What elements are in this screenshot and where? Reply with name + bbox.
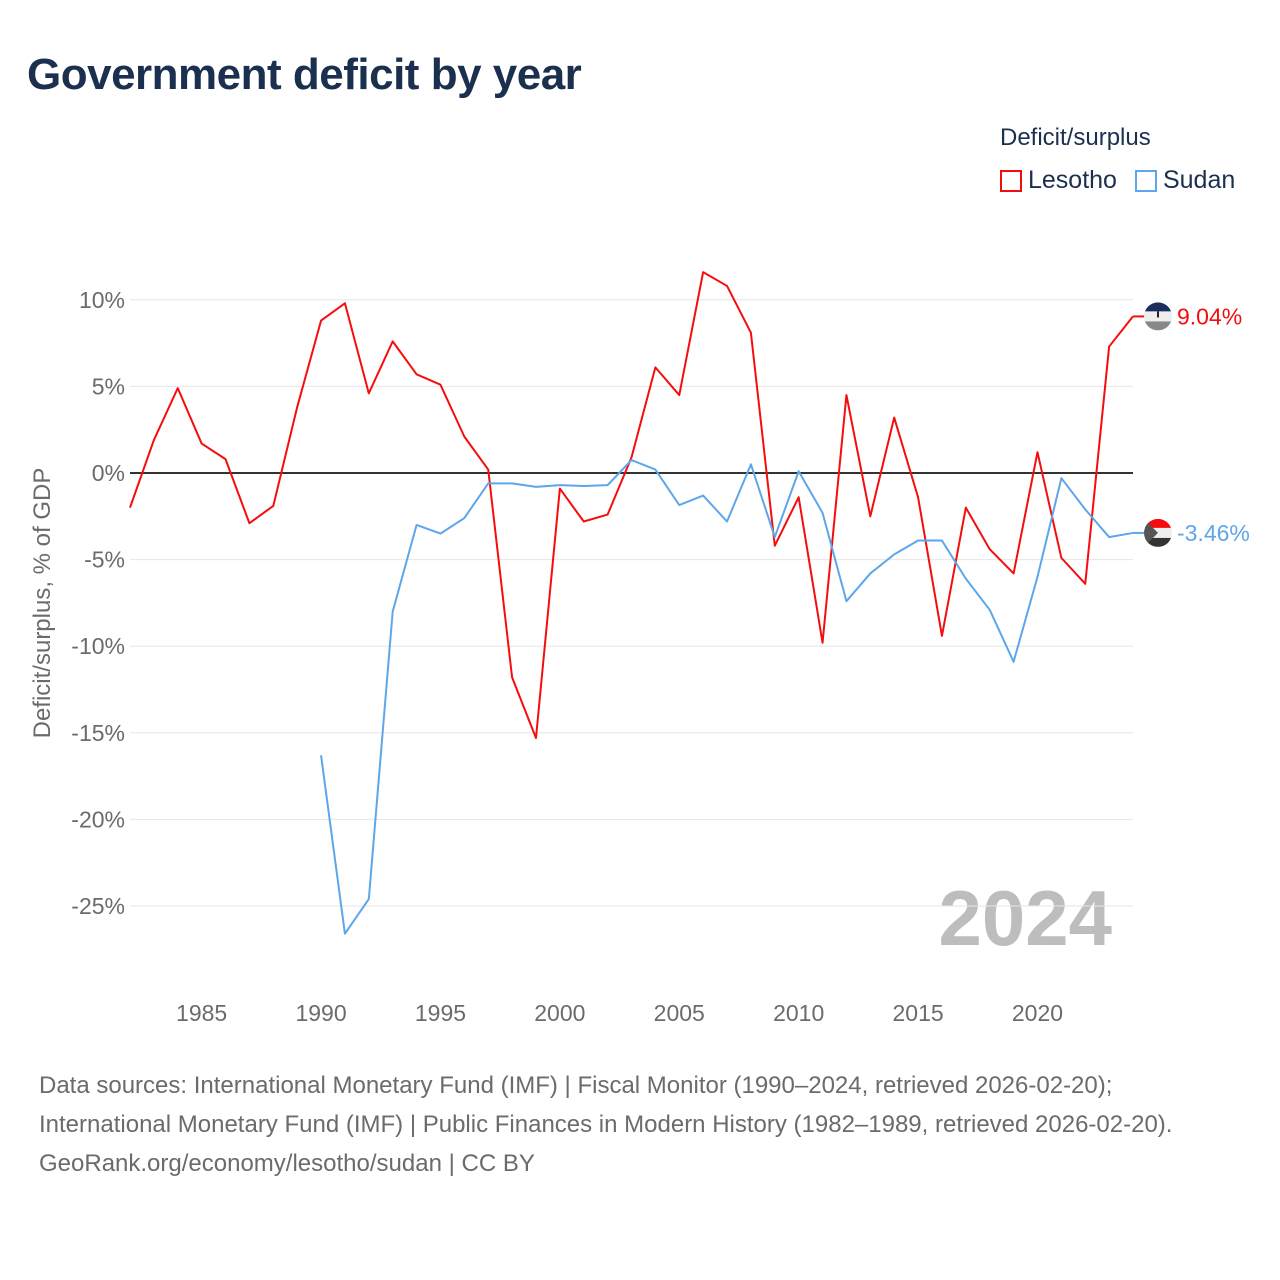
legend-label-sudan: Sudan: [1162, 166, 1236, 194]
x-tick-label: 2010: [773, 1000, 824, 1026]
line-chart: Deficit/surplus, % of GDP 2024 10% 5% 0% -5…: [29, 271, 1250, 1026]
x-tick-label: 2005: [654, 1000, 705, 1026]
y-tick-label: -5%: [84, 547, 125, 573]
legend-swatch-sudan: [1134, 169, 1157, 192]
y-tick-label: -20%: [71, 806, 125, 832]
legend-label-lesotho: Lesotho: [1028, 166, 1117, 194]
year-watermark: 2024: [938, 874, 1112, 962]
legend-swatch-lesotho: [1000, 169, 1022, 192]
y-tick-label: -15%: [71, 720, 125, 746]
y-tick-label: 5%: [92, 373, 125, 399]
x-tick-label: 1990: [295, 1000, 346, 1026]
legend-item-sudan[interactable]: Sudan: [1134, 166, 1236, 195]
lesotho-flag-icon: [1144, 302, 1172, 331]
footer: Data sources: International Monetary Fun…: [39, 1066, 1249, 1183]
end-value-label-lesotho: 9.04%: [1177, 303, 1242, 329]
y-tick-label: 0%: [92, 460, 125, 486]
x-tick-label: 2000: [534, 1000, 585, 1026]
end-value-label-sudan: -3.46%: [1177, 520, 1250, 546]
legend-item-lesotho[interactable]: Lesotho: [1000, 166, 1117, 195]
series-line-lesotho[interactable]: [129, 271, 1134, 739]
series-line-sudan[interactable]: [320, 459, 1134, 935]
sudan-flag-icon: [1144, 518, 1172, 547]
x-tick-label: 1985: [176, 1000, 227, 1026]
y-tick-label: 10%: [79, 287, 125, 313]
y-axis-label: Deficit/surplus, % of GDP: [29, 468, 56, 739]
x-tick-label: 1995: [415, 1000, 466, 1026]
y-tick-label: -10%: [71, 633, 125, 659]
y-tick-label: -25%: [71, 893, 125, 919]
chart-title: Government deficit by year: [27, 50, 582, 99]
credit-link[interactable]: GeoRank.org/economy/lesotho/sudan | CC B…: [39, 1150, 535, 1177]
legend: Lesotho Sudan: [1000, 166, 1235, 195]
x-tick-label: 2015: [892, 1000, 943, 1026]
x-tick-label: 2020: [1012, 1000, 1063, 1026]
data-sources: Data sources: International Monetary Fun…: [39, 1072, 1173, 1138]
legend-title: Deficit/surplus: [1000, 124, 1151, 151]
